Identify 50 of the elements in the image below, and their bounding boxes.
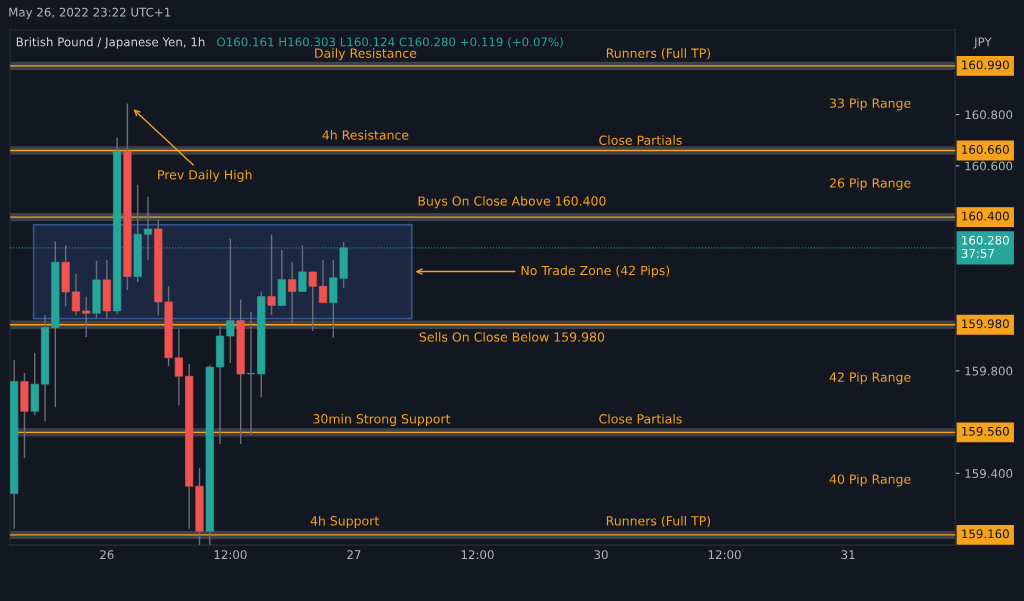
ref-line-label: 160.990 <box>962 60 1009 70</box>
candlestick <box>40 314 50 423</box>
y-tick-label: 159.400 <box>965 469 1013 479</box>
candlestick <box>318 259 328 304</box>
ref-line-label: 160.400 <box>962 211 1009 221</box>
x-tick-label: 27 <box>347 550 361 559</box>
annotation: Prev Daily High <box>158 169 252 182</box>
candlestick <box>102 259 111 320</box>
candlestick <box>174 327 183 406</box>
text: O160.161 H160.303 L160.124 C160.280 +0.119 (+0.07%) <box>217 37 563 48</box>
candlestick <box>71 272 80 316</box>
ref-line-label: 160.660 <box>962 144 1009 154</box>
y-tick-label: 160.800 <box>965 110 1013 120</box>
x-tick-label: 31 <box>841 550 855 560</box>
annotation: 4h Support <box>310 515 379 528</box>
candlestick <box>246 311 256 436</box>
annotation: Buys On Close Above 160.400 <box>418 196 606 209</box>
ref-line-label: 160.280 37:57 <box>961 235 1009 258</box>
y-tick-label: 160.600 <box>965 161 1013 171</box>
annotation: 40 Pip Range <box>829 474 911 487</box>
annotation: 4h Resistance <box>322 130 409 140</box>
band-label: No Trade Zone (42 Pips) <box>521 265 670 278</box>
annotation: Close Partials <box>599 413 682 424</box>
ref-line-label: 159.980 <box>962 319 1009 329</box>
y-axis-title: JPY <box>973 37 992 49</box>
annotation: Sells On Close Below 159.980 <box>419 332 605 342</box>
candlestick <box>288 261 297 325</box>
annotation: Runners (Full TP) <box>606 48 711 60</box>
text: May 26, 2022 23:22 UTC+1 <box>9 7 171 19</box>
ref-line-label: 159.160 <box>962 529 1009 539</box>
annotation: 33 Pip Range <box>830 98 911 111</box>
x-tick-label: 30 <box>594 550 608 560</box>
annotation: 30min Strong Support <box>313 413 451 426</box>
candlestick <box>236 298 245 445</box>
ref-line-label: 159.560 <box>962 426 1009 436</box>
annotation: Close Partials <box>599 135 682 145</box>
x-tick-label: 26 <box>100 550 114 560</box>
annotation: 42 Pip Range <box>829 372 911 385</box>
annotation: 26 Pip Range <box>829 178 911 191</box>
x-tick-label: 12:00 <box>708 550 741 560</box>
annotation: Daily Resistance <box>315 48 417 61</box>
candlestick <box>10 359 19 530</box>
candlestick <box>51 240 60 408</box>
text: British Pound / Japanese Yen, 1h <box>16 37 205 49</box>
x-tick-label: 12:00 <box>214 550 247 560</box>
candlestick <box>308 271 317 332</box>
x-tick-label: 12:00 <box>461 550 494 560</box>
candlestick <box>216 324 225 445</box>
annotation: Runners (Full TP) <box>606 515 711 528</box>
y-tick-label: 159.800 <box>965 366 1013 376</box>
